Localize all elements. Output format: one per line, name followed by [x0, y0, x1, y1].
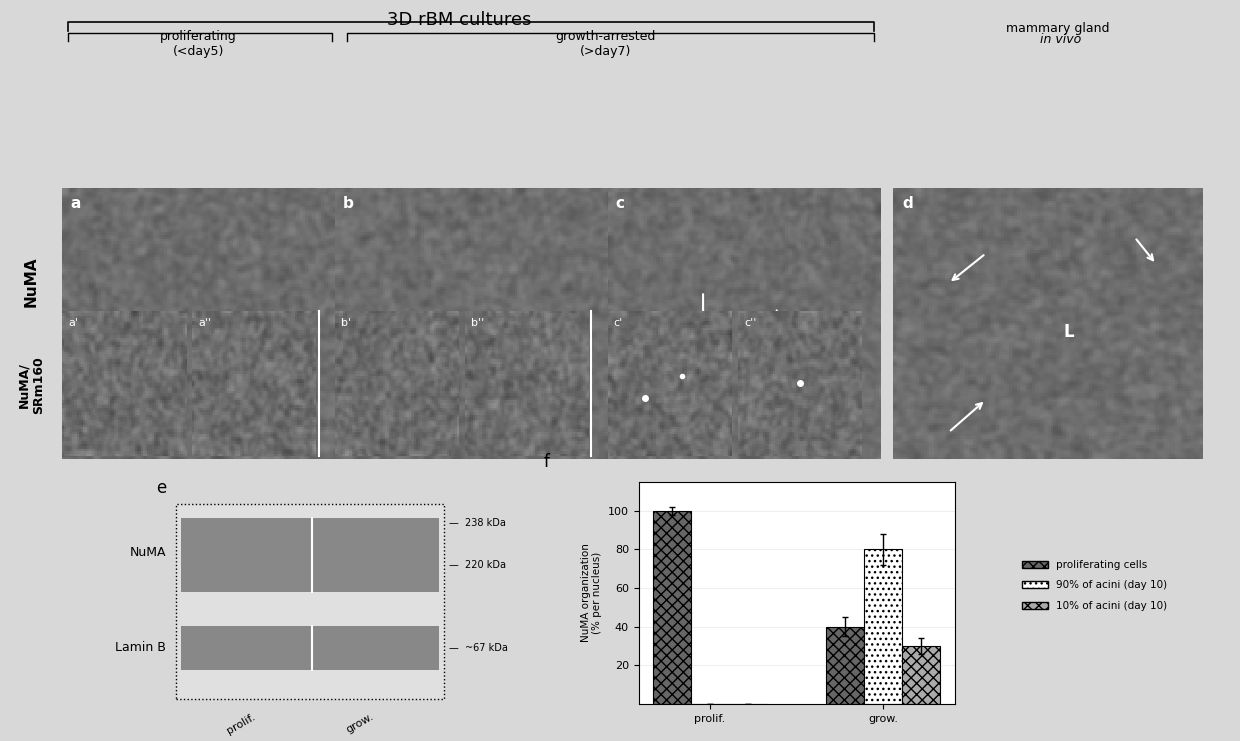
Text: b'': b'': [471, 319, 485, 328]
Bar: [903, 646, 940, 704]
Text: a: a: [71, 196, 81, 211]
Text: —  238 kDa: — 238 kDa: [449, 518, 506, 528]
Text: c'': c'': [744, 319, 756, 328]
Text: L: L: [1063, 323, 1074, 342]
Text: prolif.: prolif.: [224, 711, 257, 736]
Bar: [181, 518, 439, 591]
Text: b': b': [341, 319, 351, 328]
Bar: [653, 511, 691, 704]
Text: 3D rBM cultures: 3D rBM cultures: [387, 11, 531, 29]
Text: NuMA: NuMA: [24, 256, 38, 307]
Text: b: b: [343, 196, 353, 211]
Text: a': a': [68, 319, 78, 328]
Text: —  ~67 kDa: — ~67 kDa: [449, 643, 507, 653]
Text: —  220 kDa: — 220 kDa: [449, 559, 506, 570]
Text: NuMA: NuMA: [130, 546, 166, 559]
Text: proliferating
(<day5): proliferating (<day5): [160, 30, 237, 58]
Bar: [826, 627, 864, 704]
Text: Lamin B: Lamin B: [115, 642, 166, 654]
Text: c': c': [614, 319, 622, 328]
Bar: [864, 549, 903, 704]
Text: d: d: [901, 196, 913, 211]
Y-axis label: NuMA organization
(% per nucleus): NuMA organization (% per nucleus): [580, 543, 603, 642]
Text: mammary gland: mammary gland: [1007, 22, 1114, 36]
Legend: proliferating cells, 90% of acini (day 10), 10% of acini (day 10): proliferating cells, 90% of acini (day 1…: [1017, 556, 1172, 615]
Text: e: e: [156, 479, 166, 497]
Text: c: c: [616, 196, 625, 211]
Text: in vivo: in vivo: [1039, 33, 1081, 47]
Text: grow.: grow.: [345, 711, 374, 735]
Bar: [181, 626, 439, 670]
Bar: [176, 504, 444, 700]
Text: a'': a'': [198, 319, 212, 328]
Text: growth-arrested
(>day7): growth-arrested (>day7): [556, 30, 655, 58]
Text: f: f: [543, 453, 549, 471]
Text: NuMA/
SRm160: NuMA/ SRm160: [17, 356, 45, 414]
